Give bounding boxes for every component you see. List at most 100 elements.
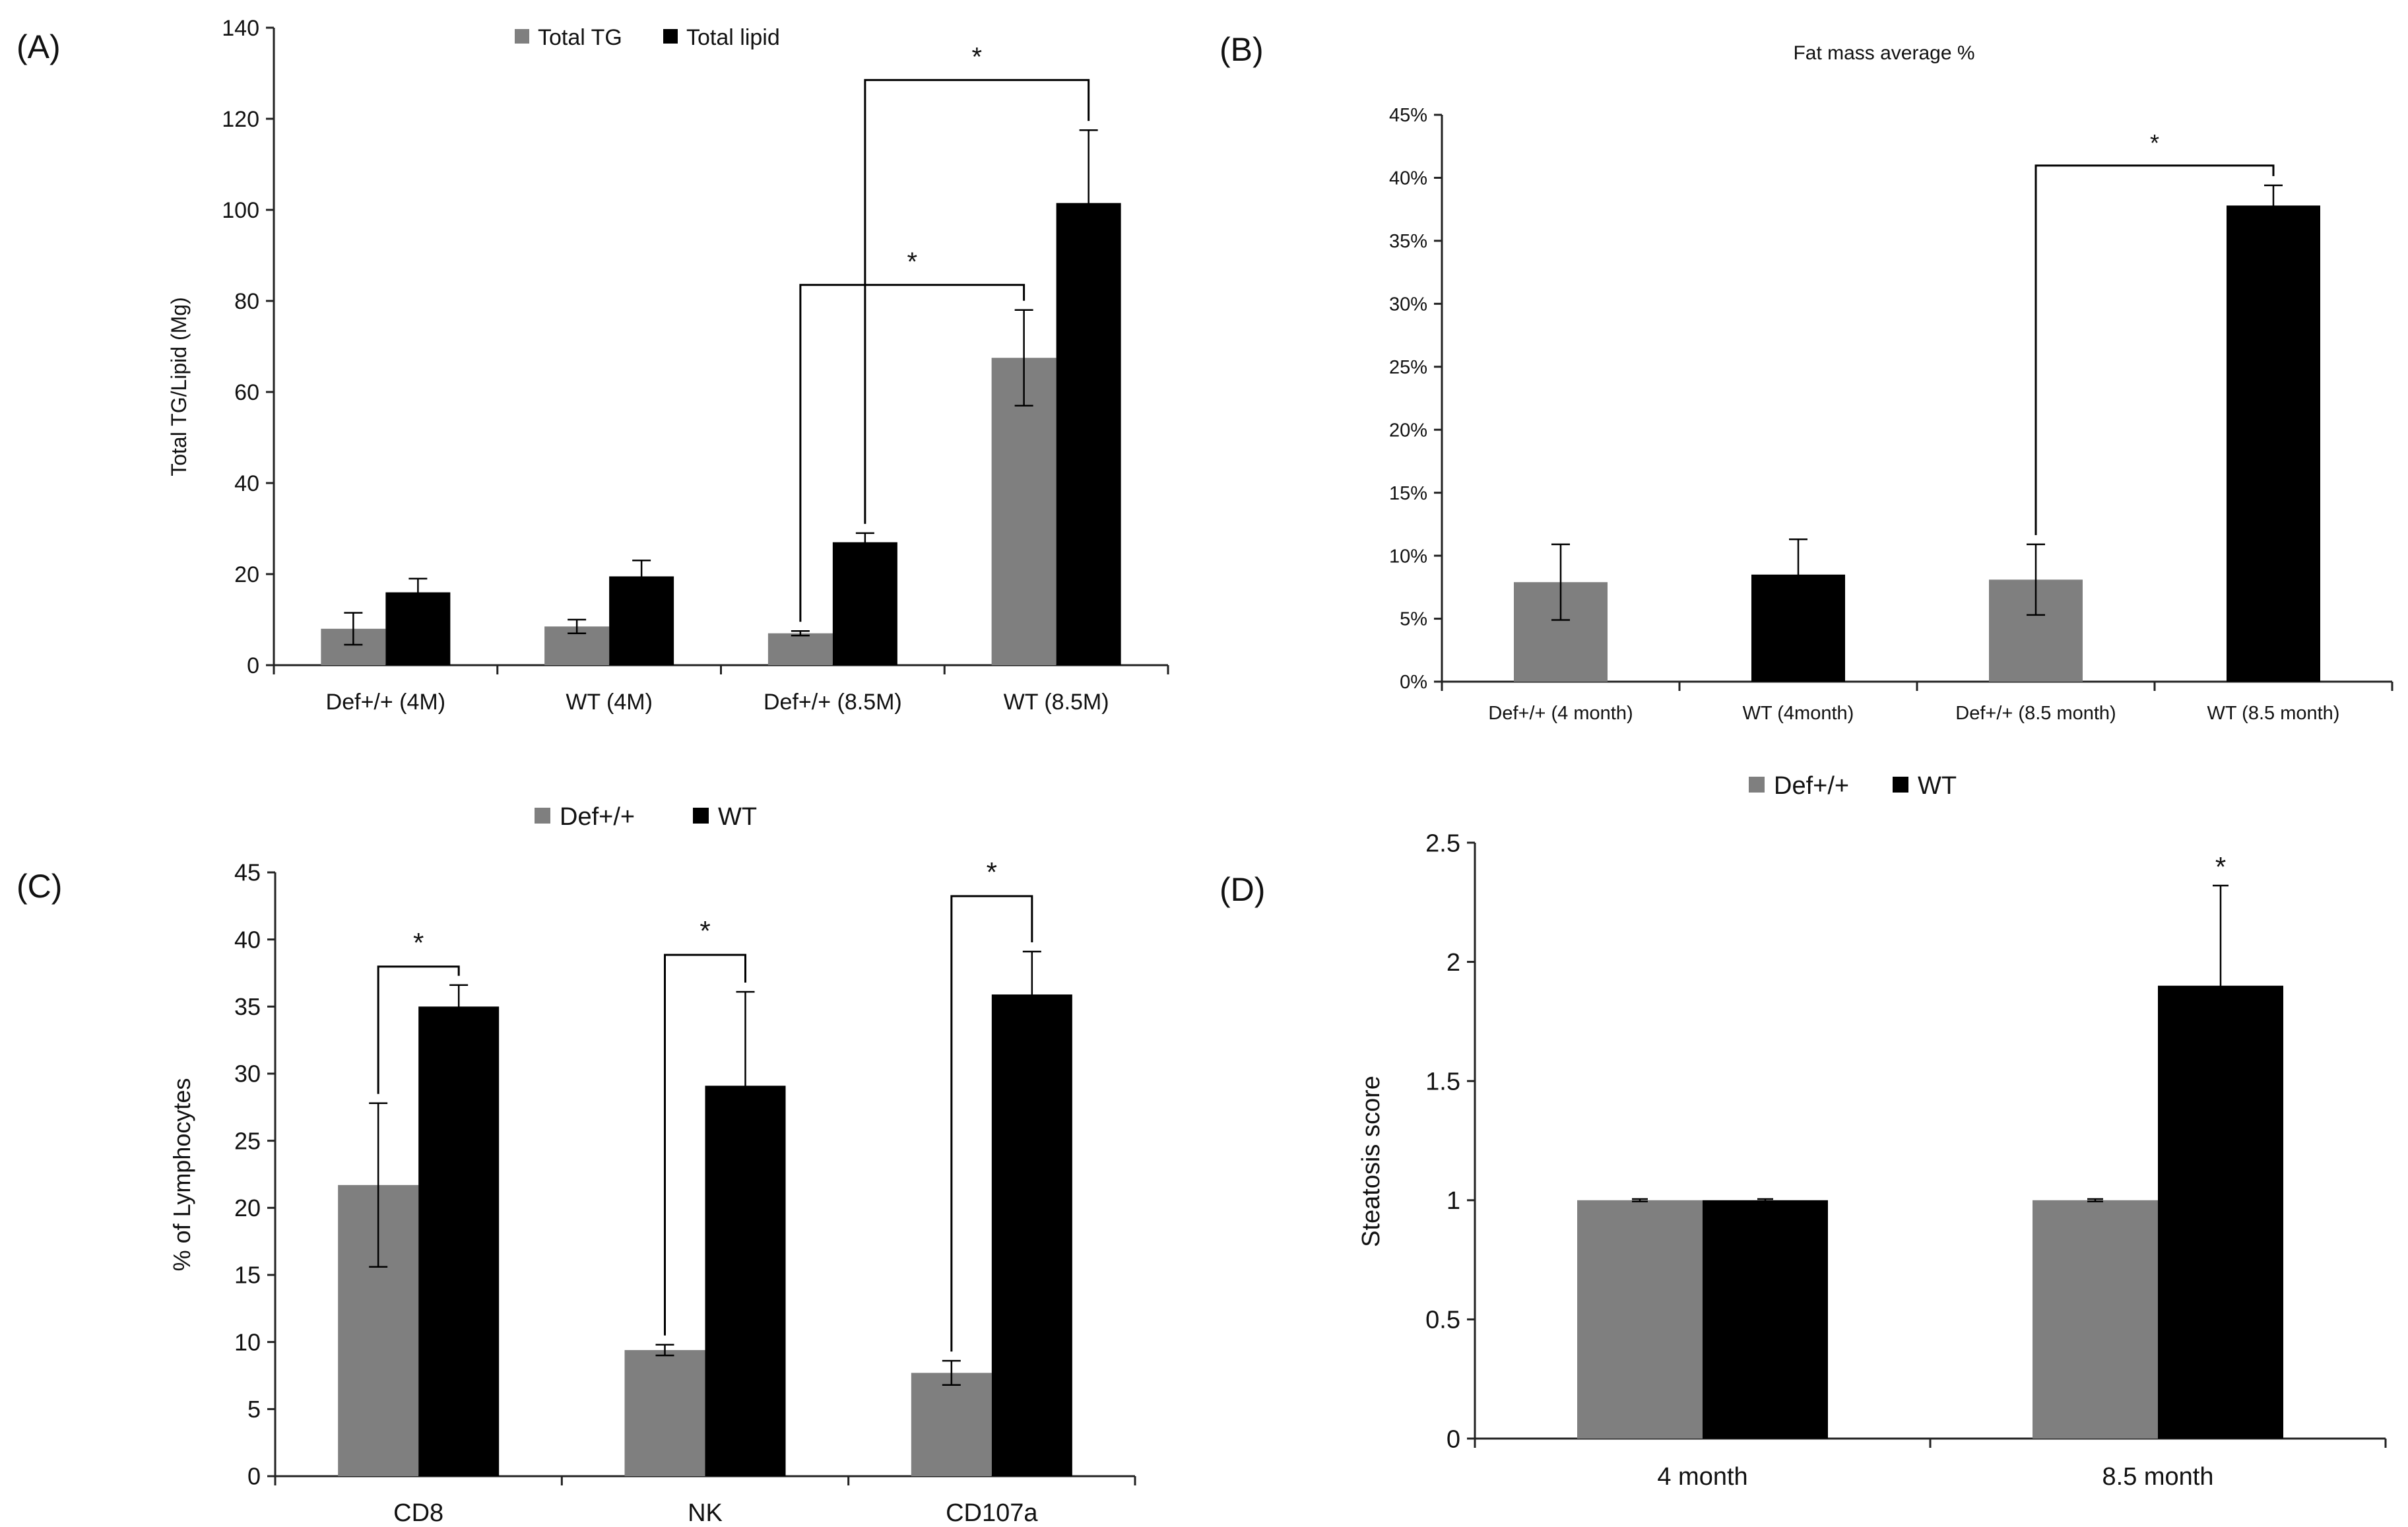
- x-tick-label: Def+/+ (4M): [326, 690, 445, 715]
- y-tick-label: 35: [234, 993, 261, 1020]
- y-tick-label: 80: [234, 289, 259, 314]
- significance-bracket: [2034, 164, 2275, 535]
- y-tick-label: 40%: [1389, 168, 1427, 189]
- significance-star: *: [700, 915, 710, 946]
- y-tick-label: 1: [1447, 1187, 1460, 1215]
- panel-d-plot: 0 0.5 1 1.5 2 2.5 4 month 8.5 month *: [1425, 829, 2387, 1491]
- y-tick-label: 30: [234, 1060, 261, 1088]
- panel-d-label: (D): [1220, 871, 1265, 908]
- y-tick-label: 5%: [1400, 609, 1427, 630]
- bar: [991, 358, 1057, 665]
- panel-b-chart-title: Fat mass average %: [1793, 42, 1974, 64]
- x-tick-label: 4 month: [1657, 1463, 1747, 1491]
- panel-d: (D) Steatosis score Def+/+ WT 0 0.5 1 1.5 2 2…: [1220, 772, 2387, 1491]
- x-tick-label: WT (8.5M): [1004, 690, 1109, 715]
- panel-c-y-axis-title: % of Lymphocytes: [168, 1078, 195, 1272]
- panel-b-label: (B): [1220, 31, 1264, 68]
- panel-c-legend: Def+/+ WT: [535, 803, 757, 831]
- bar: [1703, 1200, 1828, 1439]
- y-tick-label: 30%: [1389, 294, 1427, 315]
- panel-a-legend: Total TG Total lipid: [515, 25, 780, 50]
- panel-c-label: (C): [16, 868, 62, 905]
- y-tick-label: 140: [222, 16, 259, 41]
- significance-star: *: [907, 247, 917, 276]
- significance-bracket: [864, 79, 1090, 524]
- y-tick-label: 20: [234, 1194, 261, 1221]
- y-tick-label: 2.5: [1425, 829, 1460, 857]
- x-tick-label: CD107a: [946, 1499, 1038, 1527]
- y-tick-label: 0: [1447, 1425, 1460, 1453]
- y-tick-label: 10%: [1389, 546, 1427, 567]
- legend-label-wt: WT: [718, 803, 757, 831]
- panel-d-y-axis-title: Steatosis score: [1357, 1076, 1385, 1247]
- panel-d-legend: Def+/+ WT: [1749, 772, 1957, 800]
- bar: [767, 633, 833, 665]
- panel-a-label: (A): [16, 28, 61, 65]
- y-tick-label: 0: [247, 1463, 261, 1490]
- legend-swatch-total-tg: [515, 29, 529, 44]
- significance-bracket: [799, 284, 1025, 622]
- bar: [2227, 205, 2320, 682]
- y-tick-label: 60: [234, 380, 259, 405]
- legend-swatch-wt: [693, 808, 709, 824]
- y-tick-label: 40: [234, 471, 259, 496]
- y-tick-label: 15: [234, 1262, 261, 1289]
- panel-a-y-axis-title: Total TG/Lipid (Mg): [167, 297, 191, 476]
- y-tick-label: 20: [234, 562, 259, 587]
- x-tick-label: CD8: [393, 1499, 443, 1527]
- panel-b-plot: 0% 5% 10% 15% 20% 25% 30% 35% 40% 45% Def+/+ (4 mo…: [1389, 105, 2393, 724]
- significance-bracket: [377, 965, 460, 1094]
- significance-bracket: [664, 954, 746, 1336]
- bar: [1577, 1200, 1703, 1439]
- y-tick-label: 0%: [1400, 672, 1427, 693]
- y-tick-label: 10: [234, 1328, 261, 1355]
- legend-swatch-def: [535, 808, 550, 824]
- x-tick-label: Def+/+ (4 month): [1488, 703, 1633, 724]
- y-tick-label: 0.5: [1425, 1307, 1460, 1334]
- bar: [1056, 203, 1121, 665]
- x-tick-label: WT (4M): [566, 690, 653, 715]
- y-tick-label: 40: [234, 926, 261, 953]
- y-tick-label: 25%: [1389, 357, 1427, 378]
- bar: [2033, 1200, 2158, 1439]
- significance-star: *: [987, 857, 997, 888]
- bar: [832, 542, 897, 665]
- x-tick-label: WT (4month): [1743, 703, 1854, 724]
- legend-swatch-wt: [1893, 777, 1908, 793]
- legend-swatch-total-lipid: [663, 29, 678, 44]
- y-tick-label: 2: [1447, 949, 1460, 977]
- significance-star: *: [413, 927, 424, 958]
- y-tick-label: 45: [234, 859, 261, 886]
- y-tick-label: 45%: [1389, 105, 1427, 126]
- y-tick-label: 20%: [1389, 420, 1427, 441]
- panel-b: (B) Fat mass average % 0% 5% 10% 15% 20% 25% 3…: [1220, 31, 2393, 724]
- legend-label-total-lipid: Total lipid: [686, 25, 780, 50]
- y-tick-label: 5: [247, 1396, 261, 1423]
- panel-c-plot: 0 5 10 15 20 25 30 35 40 45 CD8 NK CD107a * * *: [234, 857, 1136, 1527]
- y-tick-label: 35%: [1389, 231, 1427, 252]
- legend-swatch-def: [1749, 777, 1765, 793]
- significance-star: *: [971, 42, 982, 71]
- y-tick-label: 1.5: [1425, 1068, 1460, 1096]
- bar: [911, 1373, 992, 1476]
- panel-c: (C) % of Lymphocytes Def+/+ WT 0 5 10 15 20 2…: [16, 803, 1136, 1527]
- y-tick-label: 25: [234, 1127, 261, 1154]
- x-tick-label: Def+/+ (8.5 month): [1955, 703, 2116, 724]
- y-tick-label: 0: [247, 653, 259, 678]
- y-tick-label: 15%: [1389, 483, 1427, 504]
- x-tick-label: 8.5 month: [2102, 1463, 2214, 1491]
- legend-label-total-tg: Total TG: [538, 25, 622, 50]
- panel-a: (A) Total TG/Lipid (Mg) Total TG Total l…: [16, 16, 1169, 715]
- significance-star: *: [2150, 129, 2159, 156]
- significance-bracket: [950, 895, 1033, 1352]
- legend-label-def: Def+/+: [560, 803, 635, 831]
- x-tick-label: NK: [688, 1499, 723, 1527]
- legend-label-wt: WT: [1918, 772, 1957, 800]
- x-tick-label: WT (8.5 month): [2207, 703, 2340, 724]
- panel-a-plot: 0 20 40 60 80 100 120 140 Def+/+ (4M) WT (4M) Def+…: [222, 16, 1169, 715]
- legend-label-def: Def+/+: [1774, 772, 1849, 800]
- y-tick-label: 120: [222, 107, 259, 132]
- bar: [991, 994, 1072, 1476]
- bar: [624, 1349, 705, 1476]
